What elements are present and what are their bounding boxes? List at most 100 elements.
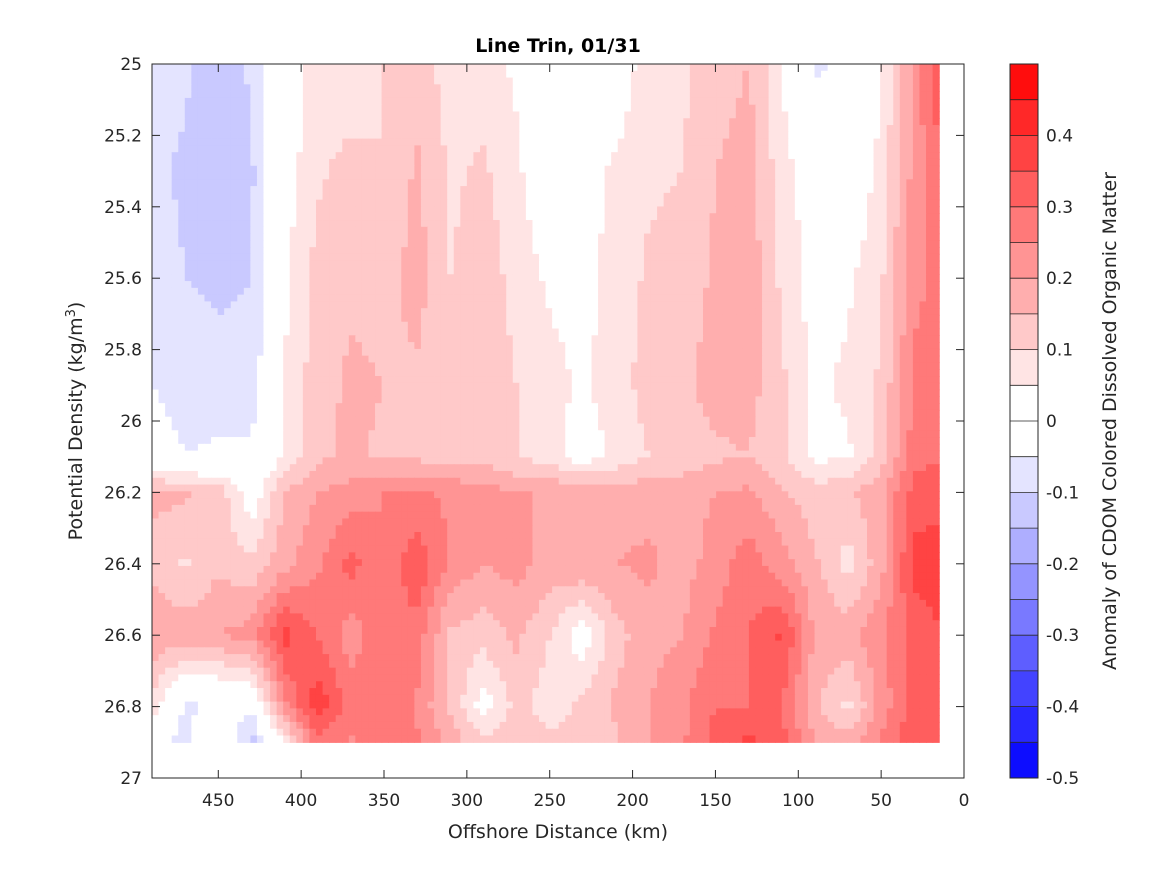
heatmap-cell: [847, 199, 855, 208]
heatmap-cell: [768, 138, 776, 146]
heatmap-cell: [906, 328, 914, 336]
heatmap-cell: [230, 125, 238, 133]
heatmap-cell: [617, 111, 625, 119]
heatmap-cell: [283, 321, 291, 330]
heatmap-cell: [552, 301, 560, 309]
heatmap-cell: [401, 233, 409, 241]
heatmap-cell: [322, 308, 330, 316]
heatmap-cell: [801, 118, 809, 126]
heatmap-cell: [670, 287, 678, 296]
heatmap-cell: [735, 267, 743, 275]
heatmap-cell: [853, 70, 862, 79]
heatmap-cell: [512, 328, 520, 336]
heatmap-cell: [479, 77, 488, 85]
heatmap-cell: [493, 233, 501, 241]
heatmap-cell: [591, 91, 599, 99]
heatmap-cell: [158, 192, 166, 201]
heatmap-cell: [827, 253, 835, 262]
heatmap-cell: [748, 226, 757, 235]
heatmap-cell: [473, 131, 481, 140]
heatmap-cell: [598, 97, 606, 106]
heatmap-cell: [552, 138, 560, 146]
heatmap-cell: [473, 84, 481, 92]
heatmap-cell: [394, 199, 402, 208]
heatmap-cell: [512, 97, 520, 106]
heatmap-cell: [716, 267, 724, 275]
heatmap-cell: [243, 220, 251, 228]
heatmap-cell: [762, 97, 770, 106]
heatmap-cell: [315, 253, 324, 262]
heatmap-cell: [479, 321, 488, 330]
heatmap-cell: [643, 274, 652, 282]
heatmap-cell: [342, 206, 350, 214]
heatmap-cell: [243, 179, 251, 187]
heatmap-cell: [611, 158, 619, 167]
heatmap-cell: [302, 213, 311, 221]
heatmap-cell: [315, 70, 324, 79]
heatmap-cell: [335, 314, 343, 323]
heatmap-cell: [355, 206, 363, 214]
heatmap-cell: [302, 287, 311, 296]
heatmap-cell: [886, 247, 894, 255]
heatmap-cell: [584, 213, 593, 221]
heatmap-cell: [158, 335, 166, 343]
heatmap-cell: [598, 64, 606, 72]
heatmap-cell: [650, 172, 658, 180]
heatmap-cell: [355, 301, 363, 309]
heatmap-cell: [165, 308, 173, 316]
heatmap-cell: [178, 226, 186, 235]
heatmap-cell: [250, 186, 258, 194]
heatmap-cell: [906, 335, 914, 343]
heatmap-cell: [473, 152, 481, 160]
heatmap-cell: [650, 281, 658, 289]
heatmap-cell: [256, 335, 265, 343]
heatmap-cell: [768, 84, 776, 92]
heatmap-cell: [486, 64, 494, 72]
heatmap-cell: [919, 220, 927, 228]
heatmap-cell: [171, 172, 179, 180]
heatmap-cell: [775, 328, 783, 336]
heatmap-cell: [525, 274, 534, 282]
heatmap-cell: [906, 240, 914, 248]
heatmap-cell: [506, 192, 514, 201]
heatmap-cell: [880, 77, 888, 85]
heatmap-cell: [466, 91, 475, 99]
heatmap-cell: [814, 220, 822, 228]
heatmap-cell: [886, 274, 894, 282]
heatmap-cell: [604, 342, 612, 350]
heatmap-cell: [335, 84, 343, 92]
heatmap-cell: [434, 104, 442, 113]
heatmap-cell: [821, 125, 829, 133]
heatmap-cell: [722, 158, 730, 167]
heatmap-cell: [912, 186, 921, 194]
heatmap-cell: [493, 138, 501, 146]
heatmap-cell: [519, 260, 527, 269]
heatmap-cell: [781, 111, 789, 119]
heatmap-cell: [355, 240, 363, 248]
heatmap-cell: [434, 328, 442, 336]
heatmap-cell: [453, 145, 461, 153]
heatmap-cell: [926, 287, 934, 296]
heatmap-cell: [637, 97, 645, 106]
heatmap-cell: [807, 145, 816, 153]
heatmap-cell: [906, 70, 914, 79]
heatmap-cell: [440, 199, 448, 208]
heatmap-cell: [473, 70, 481, 79]
heatmap-cell: [158, 233, 166, 241]
heatmap-cell: [243, 138, 251, 146]
heatmap-cell: [611, 70, 619, 79]
heatmap-cell: [873, 213, 881, 221]
heatmap-cell: [657, 145, 665, 153]
heatmap-cell: [637, 172, 645, 180]
heatmap-cell: [748, 192, 757, 201]
heatmap-cell: [880, 192, 888, 201]
heatmap-cell: [368, 192, 376, 201]
heatmap-cell: [676, 287, 684, 296]
heatmap-cell: [539, 125, 547, 133]
heatmap-cell: [807, 226, 816, 235]
heatmap-cell: [388, 206, 396, 214]
heatmap-cell: [178, 64, 186, 72]
heatmap-cell: [821, 281, 829, 289]
heatmap-cell: [683, 77, 691, 85]
heatmap-cell: [499, 104, 507, 113]
